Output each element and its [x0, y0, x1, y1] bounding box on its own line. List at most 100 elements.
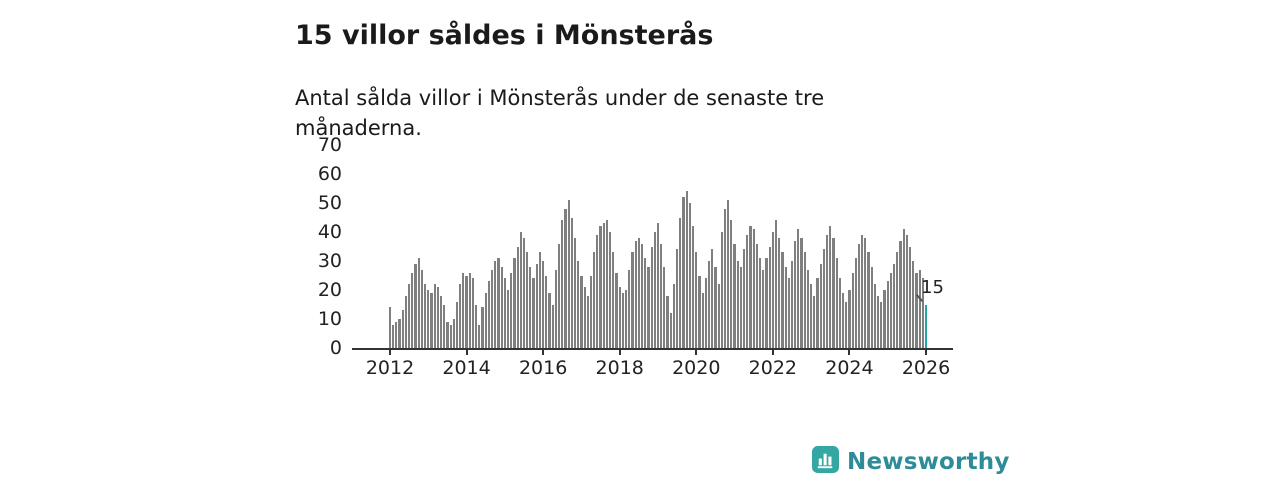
- bar: [727, 200, 730, 348]
- bar: [427, 290, 430, 348]
- bar: [513, 258, 516, 348]
- bar: [797, 229, 800, 348]
- bar: [845, 301, 848, 348]
- bar: [430, 292, 433, 348]
- bar: [487, 281, 490, 348]
- bar: [618, 287, 621, 348]
- bar: [915, 272, 918, 348]
- bar: [861, 234, 864, 348]
- bar: [526, 252, 529, 348]
- bar: [762, 269, 765, 348]
- bar: [867, 252, 870, 348]
- newsworthy-wordmark: Newsworthy: [847, 448, 1010, 475]
- bar: [822, 249, 825, 348]
- bar: [685, 191, 688, 348]
- bar: [794, 240, 797, 348]
- bar: [516, 246, 519, 348]
- y-tick-label: 20: [317, 279, 342, 301]
- bar: [660, 243, 663, 348]
- bar: [663, 266, 666, 348]
- bar: [682, 197, 685, 348]
- bar: [583, 287, 586, 348]
- bar: [854, 258, 857, 348]
- bar: [851, 272, 854, 348]
- bar: [755, 243, 758, 348]
- bar: [813, 295, 816, 348]
- bar: [870, 266, 873, 348]
- bar: [593, 252, 596, 348]
- bar: [436, 287, 439, 348]
- bar: [535, 263, 538, 348]
- x-tick-mark: [848, 350, 851, 355]
- bar: [522, 237, 526, 348]
- bar: [810, 284, 813, 348]
- bar: [644, 258, 647, 348]
- x-axis-line: [352, 348, 953, 350]
- bar: [577, 261, 580, 348]
- bar: [873, 284, 877, 348]
- x-tick-mark: [465, 350, 468, 355]
- bar: [596, 234, 599, 348]
- bar: [778, 237, 781, 348]
- bar: [500, 266, 503, 348]
- x-tick-label: 2026: [901, 357, 951, 379]
- bar: [749, 226, 752, 348]
- bar: [484, 292, 487, 348]
- x-tick-label: 2022: [748, 357, 798, 379]
- bar: [707, 261, 711, 348]
- bar: [733, 243, 736, 348]
- bar: [615, 272, 618, 348]
- y-tick-label: 50: [317, 192, 342, 214]
- bar: [679, 217, 682, 348]
- bar: [781, 252, 784, 348]
- newsworthy-logo-icon: [812, 446, 839, 477]
- bar: [411, 272, 414, 348]
- bar: [455, 301, 459, 348]
- x-tick-mark: [925, 350, 927, 355]
- x-tick-mark: [389, 350, 391, 355]
- x-tick-label: 2020: [672, 357, 721, 379]
- y-tick-label: 0: [329, 337, 342, 359]
- bar: [647, 266, 650, 348]
- bar: [672, 284, 676, 348]
- bar: [723, 208, 727, 348]
- bar: [899, 240, 902, 348]
- bar: [443, 304, 446, 348]
- bar: [759, 258, 762, 348]
- bar: [609, 232, 612, 348]
- bar: [704, 278, 707, 348]
- bar: [743, 249, 746, 348]
- bar: [835, 258, 838, 348]
- bar: [688, 203, 691, 348]
- bar: [506, 290, 510, 348]
- bar: [902, 229, 905, 348]
- bar: [637, 237, 640, 348]
- bar: [414, 263, 417, 348]
- bar: [739, 266, 743, 348]
- bar: [420, 269, 423, 348]
- bar: [886, 281, 889, 348]
- bar: [462, 272, 465, 348]
- bar: [841, 292, 845, 348]
- bar: [628, 269, 631, 348]
- x-tick-label: 2012: [365, 357, 415, 379]
- bar: [424, 284, 427, 348]
- bar: [494, 261, 497, 348]
- bar: [573, 237, 577, 348]
- bar: [893, 263, 896, 348]
- bar: [857, 243, 861, 348]
- bar: [634, 240, 637, 348]
- bar: [656, 223, 660, 348]
- x-tick-label: 2018: [595, 357, 644, 379]
- bar: [787, 278, 790, 348]
- y-tick-label: 10: [317, 308, 342, 330]
- bar: [465, 275, 468, 348]
- x-tick-mark: [771, 350, 774, 355]
- y-tick-label: 30: [317, 250, 342, 272]
- bar: [388, 307, 392, 348]
- bar: [519, 232, 522, 348]
- bar: [491, 269, 494, 348]
- bar: [765, 258, 768, 348]
- bar: [468, 272, 471, 348]
- bar: [829, 226, 832, 348]
